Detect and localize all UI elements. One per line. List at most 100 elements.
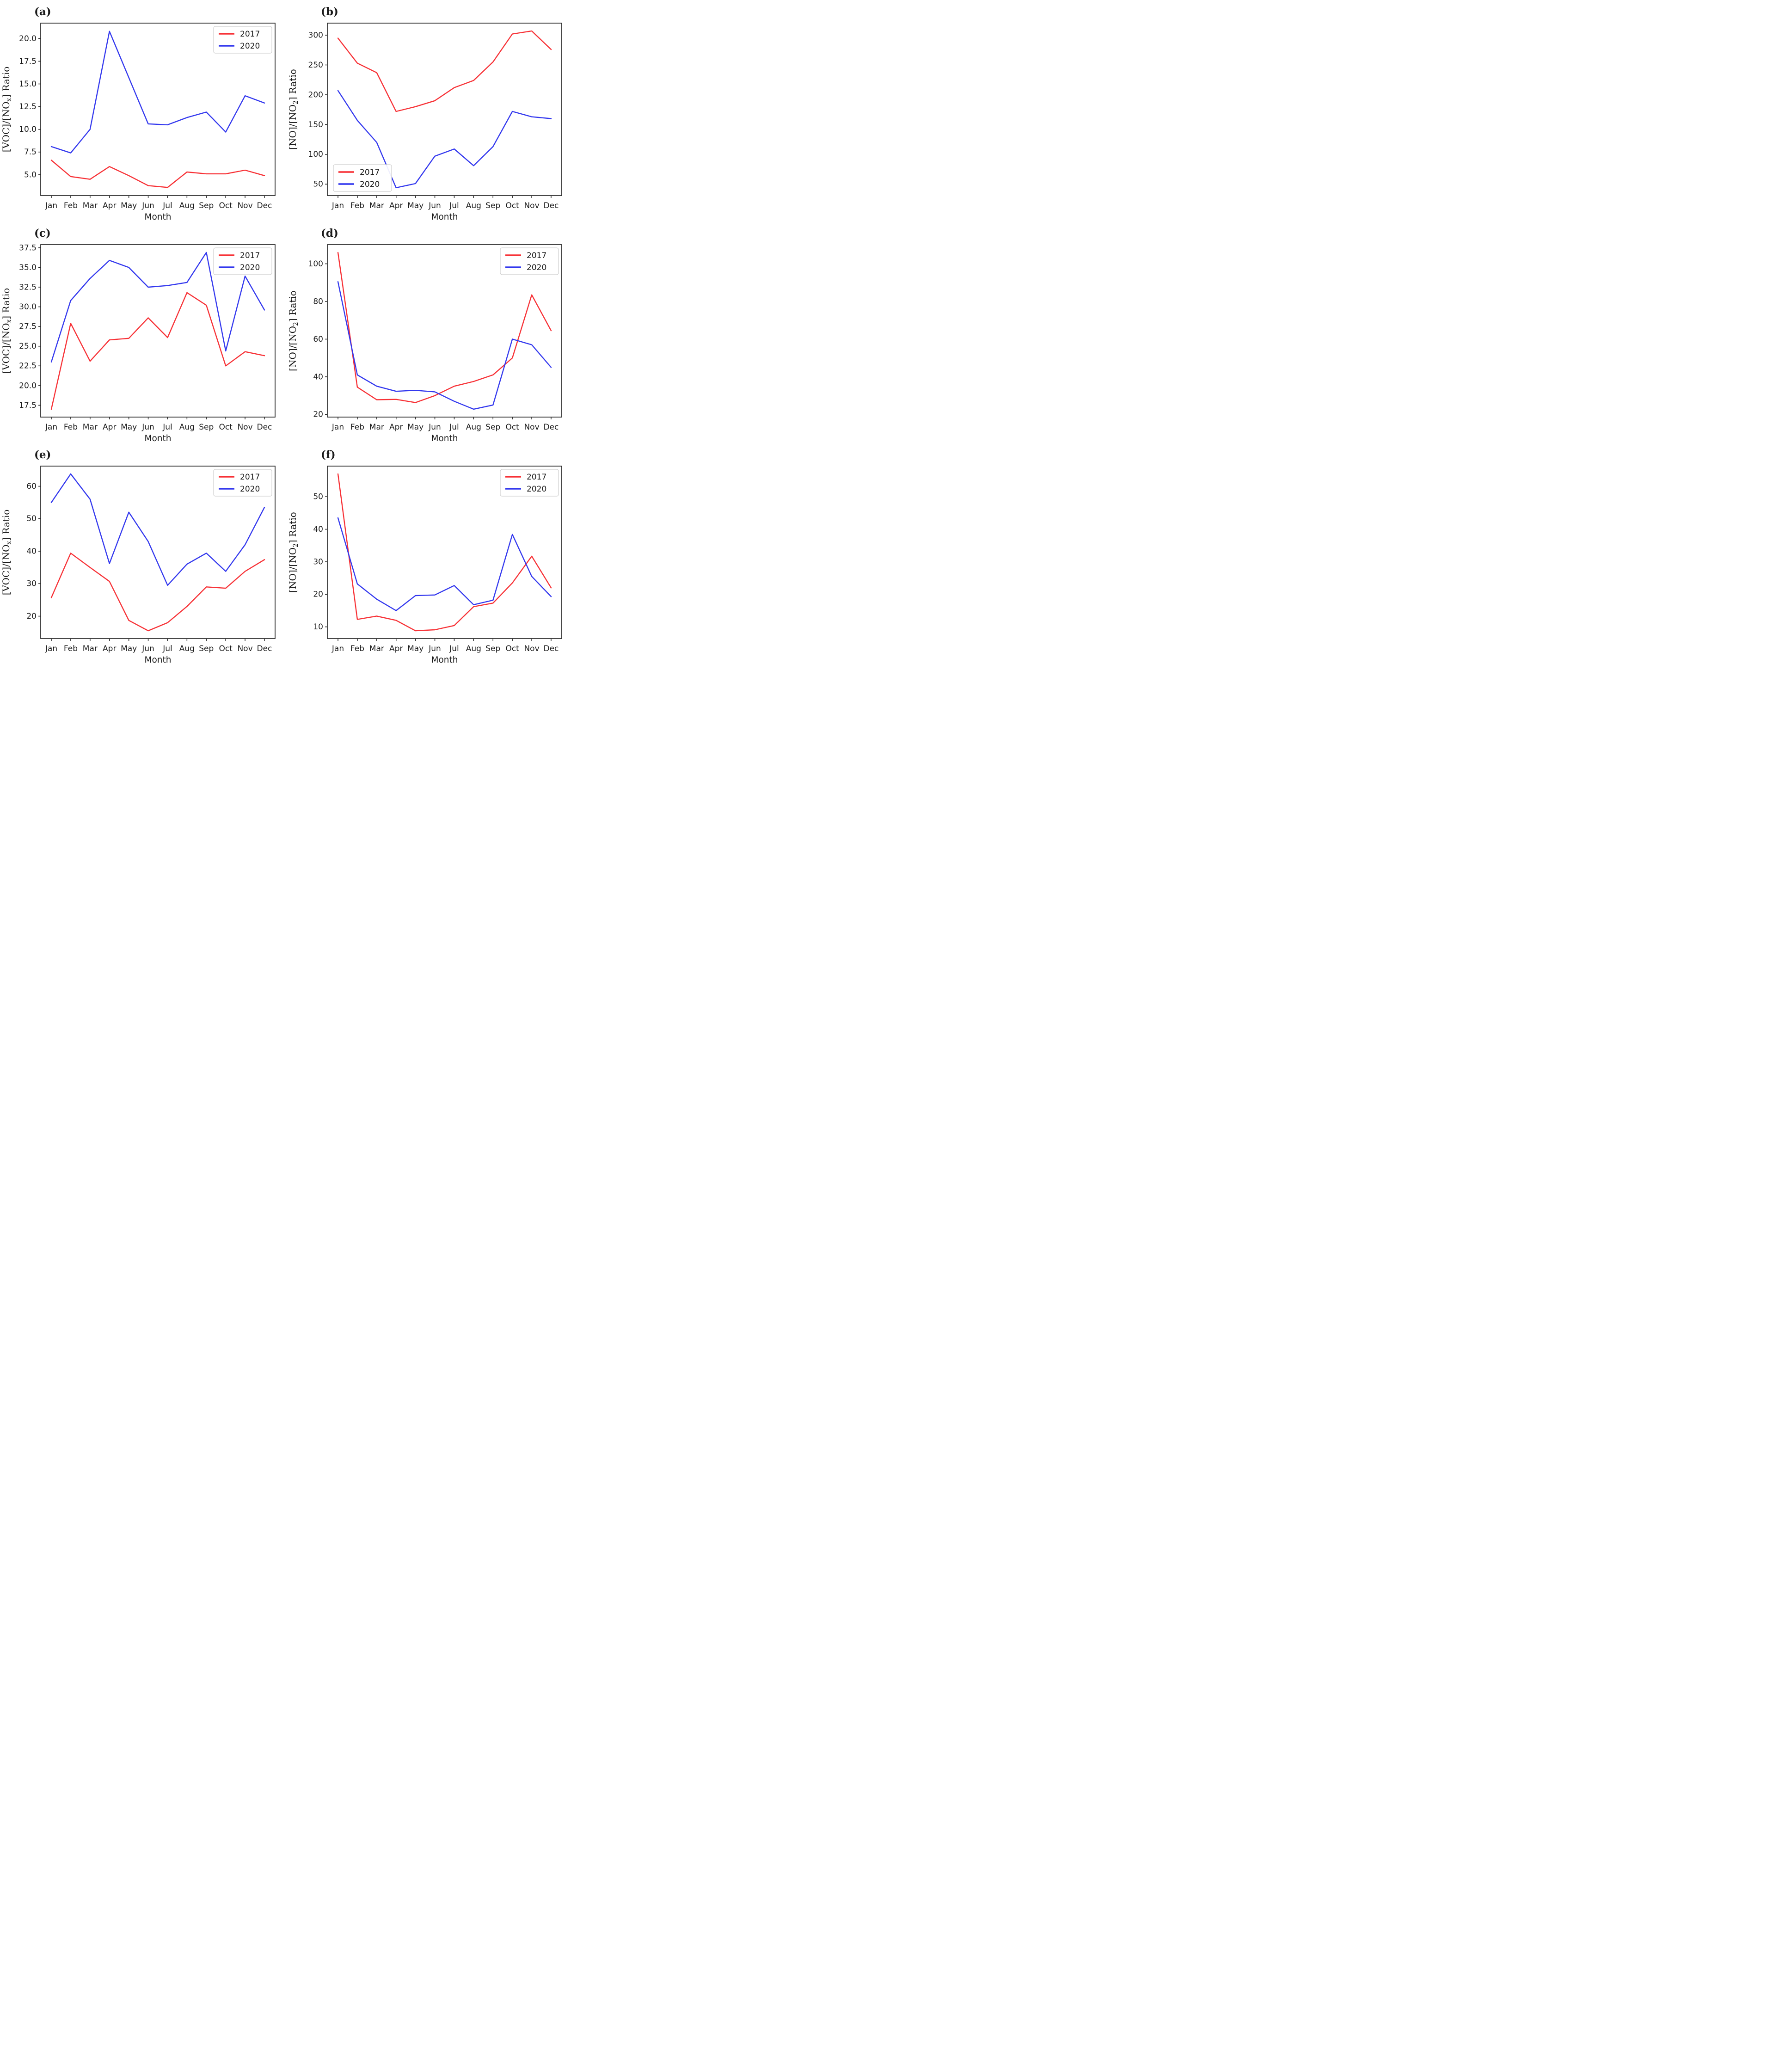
- legend: 2017 2020: [213, 26, 272, 54]
- x-tick-label: Apr: [103, 201, 116, 210]
- y-tick-label: 250: [308, 61, 323, 70]
- y-tick-label: 27.5: [19, 322, 37, 332]
- x-tick-label: Apr: [103, 423, 116, 432]
- x-tick-label: Feb: [64, 423, 78, 432]
- x-tick-label: Feb: [64, 201, 78, 210]
- x-tick-label: Aug: [179, 644, 195, 653]
- x-tick-label: Jan: [45, 644, 57, 653]
- x-tick-label: Apr: [103, 644, 116, 653]
- series-line-2017: [50, 553, 265, 632]
- x-tick-label: Sep: [199, 423, 214, 432]
- y-tick-label: 300: [308, 31, 323, 40]
- x-tick-label: Feb: [350, 201, 364, 210]
- series-line-2020: [337, 90, 552, 189]
- x-tick-label: Jul: [449, 201, 459, 210]
- panel-label: (c): [34, 227, 51, 240]
- x-tick-label: Jul: [449, 644, 459, 653]
- x-tick-label: Jul: [162, 423, 172, 432]
- series-line-2020: [50, 252, 265, 363]
- x-tick-label: Nov: [237, 201, 252, 210]
- y-tick-label: 150: [308, 120, 323, 129]
- x-tick-label: Mar: [369, 423, 384, 432]
- plot-frame: [40, 23, 276, 196]
- y-tick-label: 80: [313, 297, 323, 306]
- panel-a: 5.0 7.5 10.0 12.5 15.0 17.5 20.0 Jan Feb Mar Apr Ma…: [0, 0, 287, 221]
- x-tick-label: May: [121, 201, 137, 210]
- y-tick-label: 32.5: [19, 283, 37, 292]
- x-tick-label: Sep: [199, 644, 214, 653]
- plot-frame: [40, 466, 276, 639]
- y-tick-label: 200: [308, 90, 323, 99]
- x-tick-label: Aug: [466, 201, 481, 210]
- x-tick-label: Jan: [45, 423, 57, 432]
- legend-label-2020: 2020: [240, 485, 260, 494]
- x-tick-label: Apr: [389, 201, 403, 210]
- legend: 2017 2020: [213, 469, 272, 497]
- y-tick-label: 60: [26, 482, 37, 491]
- x-axis-label: Month: [145, 434, 172, 443]
- x-tick-label: May: [121, 644, 137, 653]
- x-tick-label: Dec: [544, 423, 559, 432]
- y-tick-label: 37.5: [19, 243, 37, 252]
- y-tick-label: 30: [313, 557, 323, 566]
- x-tick-label: Nov: [237, 644, 252, 653]
- x-tick-label: Oct: [505, 644, 519, 653]
- legend: 2017 2020: [500, 469, 559, 497]
- plot-frame: [327, 23, 562, 196]
- panel-label: (f): [321, 449, 336, 461]
- x-axis-label: Month: [431, 434, 458, 443]
- x-tick-label: Dec: [257, 423, 272, 432]
- x-tick-label: Jul: [162, 644, 172, 653]
- x-tick-label: Jun: [141, 423, 154, 432]
- x-tick-label: Apr: [389, 644, 403, 653]
- y-tick-label: 10.0: [19, 125, 37, 134]
- line-chart-d: 20 40 60 80 100 Jan Feb Mar Apr May Jun Jul Aug Sep Oc…: [287, 227, 562, 443]
- x-tick-label: Feb: [350, 644, 364, 653]
- x-tick-label: Jan: [45, 201, 57, 210]
- x-tick-label: Mar: [83, 423, 98, 432]
- x-tick-label: Jun: [141, 201, 154, 210]
- legend-label-2017: 2017: [360, 168, 380, 177]
- y-tick-label: 50: [26, 514, 37, 523]
- line-chart-e: 20 30 40 50 60 Jan Feb Mar Apr May Jun Jul Aug Sep Oct…: [0, 449, 276, 664]
- y-tick-label: 7.5: [24, 148, 37, 157]
- legend-label-2017: 2017: [527, 251, 546, 260]
- y-axis-label: [VOC]/[NOx] Ratio: [0, 510, 13, 596]
- panel-f: 10 20 30 40 50 Jan Feb Mar Apr May Jun Jul Aug Sep Oct…: [287, 443, 573, 664]
- legend-label-2020: 2020: [240, 263, 260, 272]
- x-tick-label: Jan: [331, 644, 344, 653]
- y-tick-label: 20: [313, 410, 323, 419]
- x-tick-label: Mar: [83, 201, 98, 210]
- x-tick-label: Dec: [544, 201, 559, 210]
- x-tick-label: Jul: [449, 423, 459, 432]
- legend-label-2020: 2020: [240, 42, 260, 51]
- series-line-2017: [50, 292, 265, 410]
- y-tick-label: 100: [308, 150, 323, 159]
- x-tick-label: Oct: [219, 201, 233, 210]
- x-tick-label: Jun: [141, 644, 154, 653]
- y-axis-label: [VOC]/[NOx] Ratio: [0, 67, 13, 153]
- legend: 2017 2020: [213, 247, 272, 275]
- y-tick-label: 12.5: [19, 102, 37, 111]
- y-tick-label: 15.0: [19, 80, 37, 89]
- plot-frame: [40, 244, 276, 418]
- x-tick-label: Aug: [466, 423, 481, 432]
- y-tick-label: 20: [26, 612, 37, 621]
- line-chart-f: 10 20 30 40 50 Jan Feb Mar Apr May Jun Jul Aug Sep Oct…: [287, 449, 562, 664]
- line-chart-a: 5.0 7.5 10.0 12.5 15.0 17.5 20.0 Jan Feb Mar Apr Ma…: [0, 6, 276, 221]
- y-tick-label: 35.0: [19, 263, 37, 272]
- y-tick-label: 10: [313, 622, 323, 632]
- x-tick-label: Sep: [485, 201, 500, 210]
- x-tick-label: Aug: [179, 423, 195, 432]
- x-tick-label: May: [121, 423, 137, 432]
- y-tick-label: 40: [313, 525, 323, 534]
- y-axis-label: [VOC]/[NOx] Ratio: [0, 288, 13, 374]
- x-tick-label: Dec: [257, 201, 272, 210]
- plot-frame: [327, 466, 562, 639]
- y-axis-label: [NO]/[NO2] Ratio: [287, 69, 300, 150]
- x-tick-label: Jul: [162, 201, 172, 210]
- x-tick-label: Jun: [428, 201, 441, 210]
- x-tick-label: Oct: [505, 423, 519, 432]
- panel-label: (e): [34, 449, 51, 461]
- panel-label: (b): [321, 6, 338, 18]
